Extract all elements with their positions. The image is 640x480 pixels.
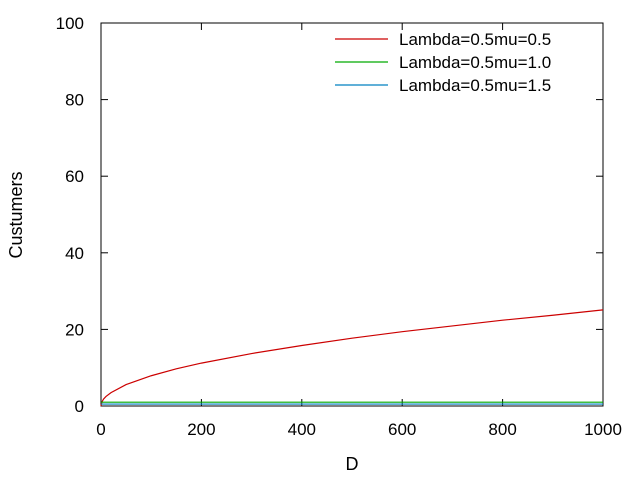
x-tick-label: 200 [187,420,215,439]
y-tick-label: 80 [65,91,84,110]
y-tick-label: 20 [65,320,84,339]
tick-labels: 0 200 400 600 800 1000 0 20 40 60 80 100 [56,14,622,439]
x-tick-label: 800 [488,420,516,439]
legend: Lambda=0.5mu=0.5 Lambda=0.5mu=1.0 Lambda=0… [335,30,551,95]
legend-label: Lambda=0.5mu=1.5 [399,76,551,95]
plot-frame [100,22,604,407]
series-lines [100,309,604,407]
x-tick-label: 0 [96,420,105,439]
y-axis-title: Custumers [6,171,26,258]
y-tick-label: 60 [65,167,84,186]
x-axis-title: D [346,454,359,474]
x-tick-label: 400 [288,420,316,439]
axis-ticks [100,22,604,407]
legend-label: Lambda=0.5mu=1.0 [399,53,551,72]
y-tick-label: 40 [65,244,84,263]
y-tick-label: 0 [75,397,84,416]
y-tick-label: 100 [56,14,84,33]
x-tick-label: 600 [388,420,416,439]
series-line [100,309,604,407]
legend-label: Lambda=0.5mu=0.5 [399,30,551,49]
x-tick-label: 1000 [584,420,622,439]
